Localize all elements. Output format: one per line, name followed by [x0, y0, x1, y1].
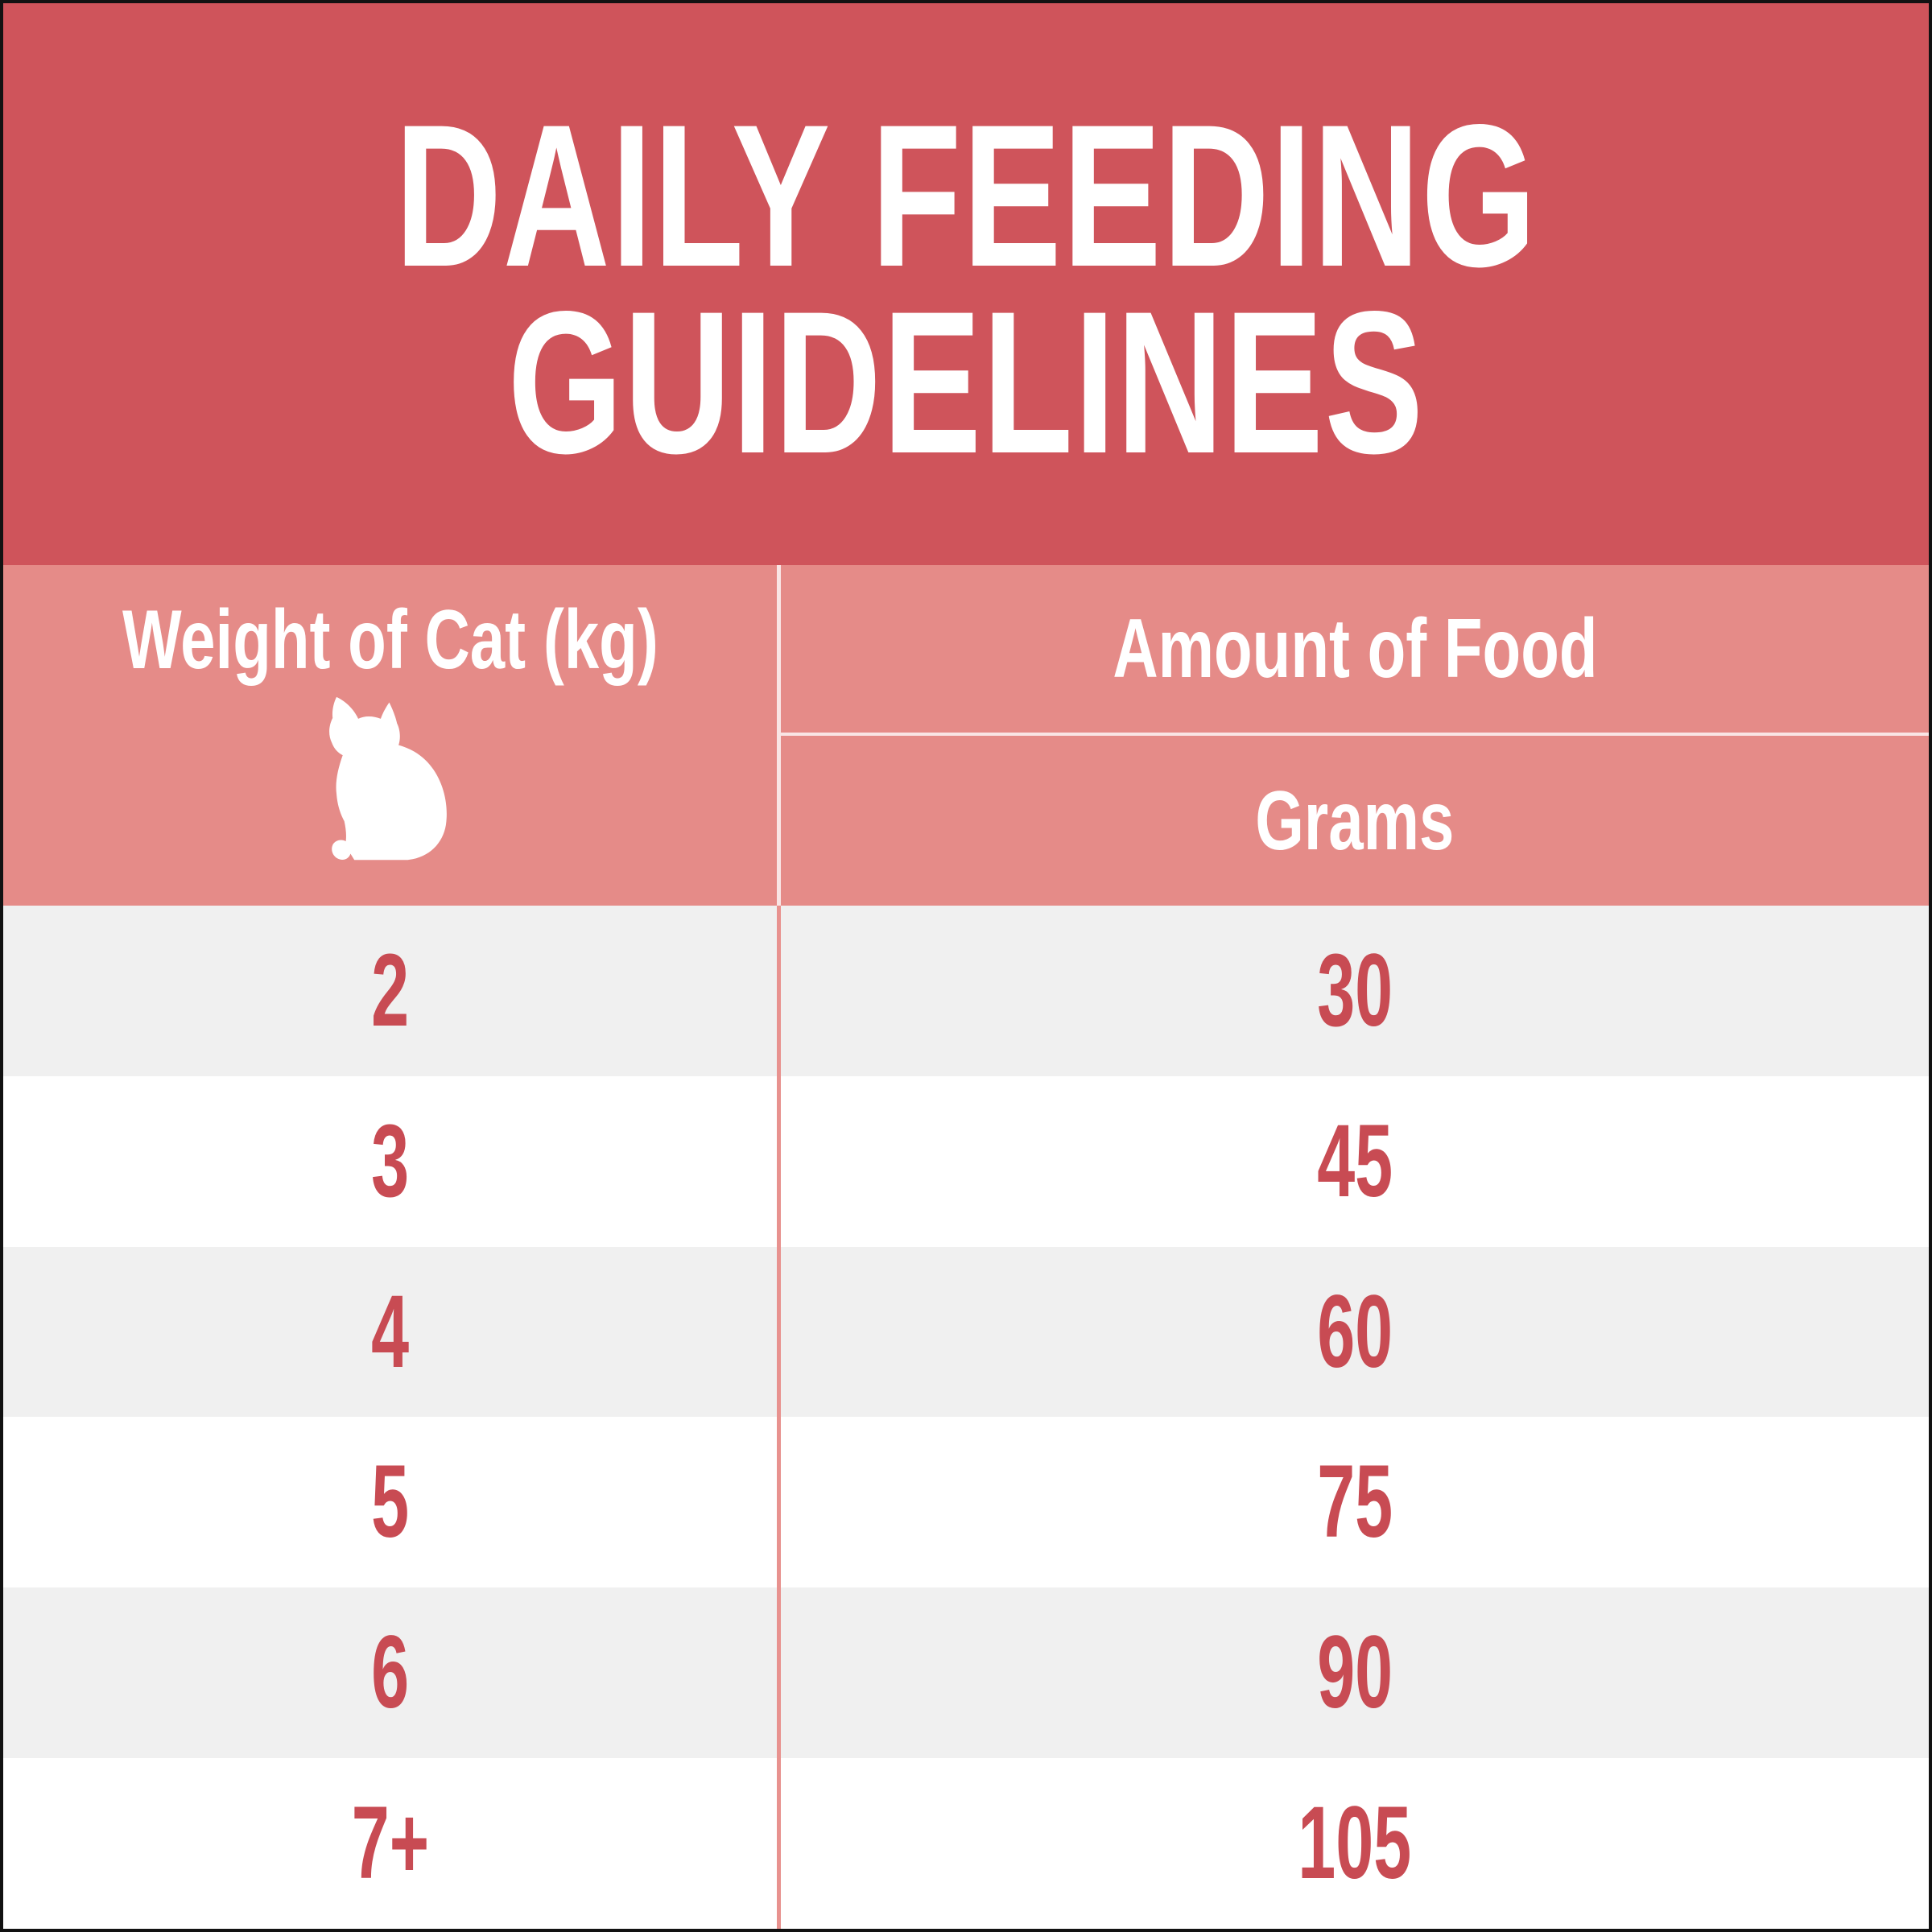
weight-cell: 5	[3, 1417, 781, 1588]
grams-cell: 75	[781, 1417, 1929, 1587]
table-row: 2 30	[3, 906, 1929, 1076]
page-title-line-1-text: DAILY FEEDING	[394, 83, 1538, 309]
grams-cell: 105	[781, 1758, 1929, 1929]
weight-column-label: Weight of Cat (kg)	[122, 593, 658, 687]
weight-cell: 2	[3, 906, 781, 1076]
grams-cell: 30	[781, 906, 1929, 1076]
grams-cell: 60	[781, 1247, 1929, 1418]
page-title-line-2: GUIDELINES	[338, 270, 1594, 496]
page-title-line-2-text: GUIDELINES	[507, 270, 1425, 496]
weight-value: 5	[371, 1444, 409, 1560]
weight-value: 7+	[351, 1785, 429, 1901]
weight-value: 3	[371, 1103, 409, 1219]
weight-cell: 7+	[3, 1758, 781, 1929]
amount-of-food-header: Amount of Food	[781, 565, 1929, 736]
grams-value: 60	[1317, 1274, 1393, 1389]
weight-column-header-cell: Weight of Cat (kg)	[3, 565, 781, 906]
grams-subheader: Grams	[781, 736, 1929, 906]
grams-cell: 45	[781, 1076, 1929, 1247]
table-row: 6 90	[3, 1587, 1929, 1759]
amount-column-header-cell: Amount of Food Grams	[781, 565, 1929, 906]
weight-cell: 6	[3, 1587, 781, 1759]
table-row: 3 45	[3, 1075, 1929, 1247]
weight-value: 4	[371, 1274, 409, 1389]
table-row: 4 60	[3, 1246, 1929, 1418]
table-row: 5 75	[3, 1417, 1929, 1588]
weight-cell: 3	[3, 1075, 781, 1247]
weight-cell: 4	[3, 1246, 781, 1418]
grams-value: 30	[1317, 932, 1393, 1048]
page-title-line-1: DAILY FEEDING	[184, 83, 1748, 309]
grams-value: 45	[1317, 1103, 1393, 1219]
column-header-band: Weight of Cat (kg) Amount of Food Grams	[3, 565, 1929, 906]
grams-value: 105	[1298, 1785, 1412, 1901]
table-body: 2 30 3 45 4 60 5 75 6 90 7+ 105	[3, 906, 1929, 1929]
grams-cell: 90	[781, 1587, 1929, 1758]
weight-value: 2	[371, 932, 409, 1048]
grams-value: 90	[1317, 1615, 1393, 1731]
table-row: 7+ 105	[3, 1758, 1929, 1929]
weight-value: 6	[371, 1615, 409, 1731]
grams-value: 75	[1317, 1444, 1393, 1560]
amount-column-label: Amount of Food	[1112, 602, 1598, 696]
title-band: DAILY FEEDING GUIDELINES	[3, 3, 1929, 565]
grams-unit-label: Grams	[1255, 774, 1455, 868]
cat-silhouette-icon	[328, 696, 447, 861]
